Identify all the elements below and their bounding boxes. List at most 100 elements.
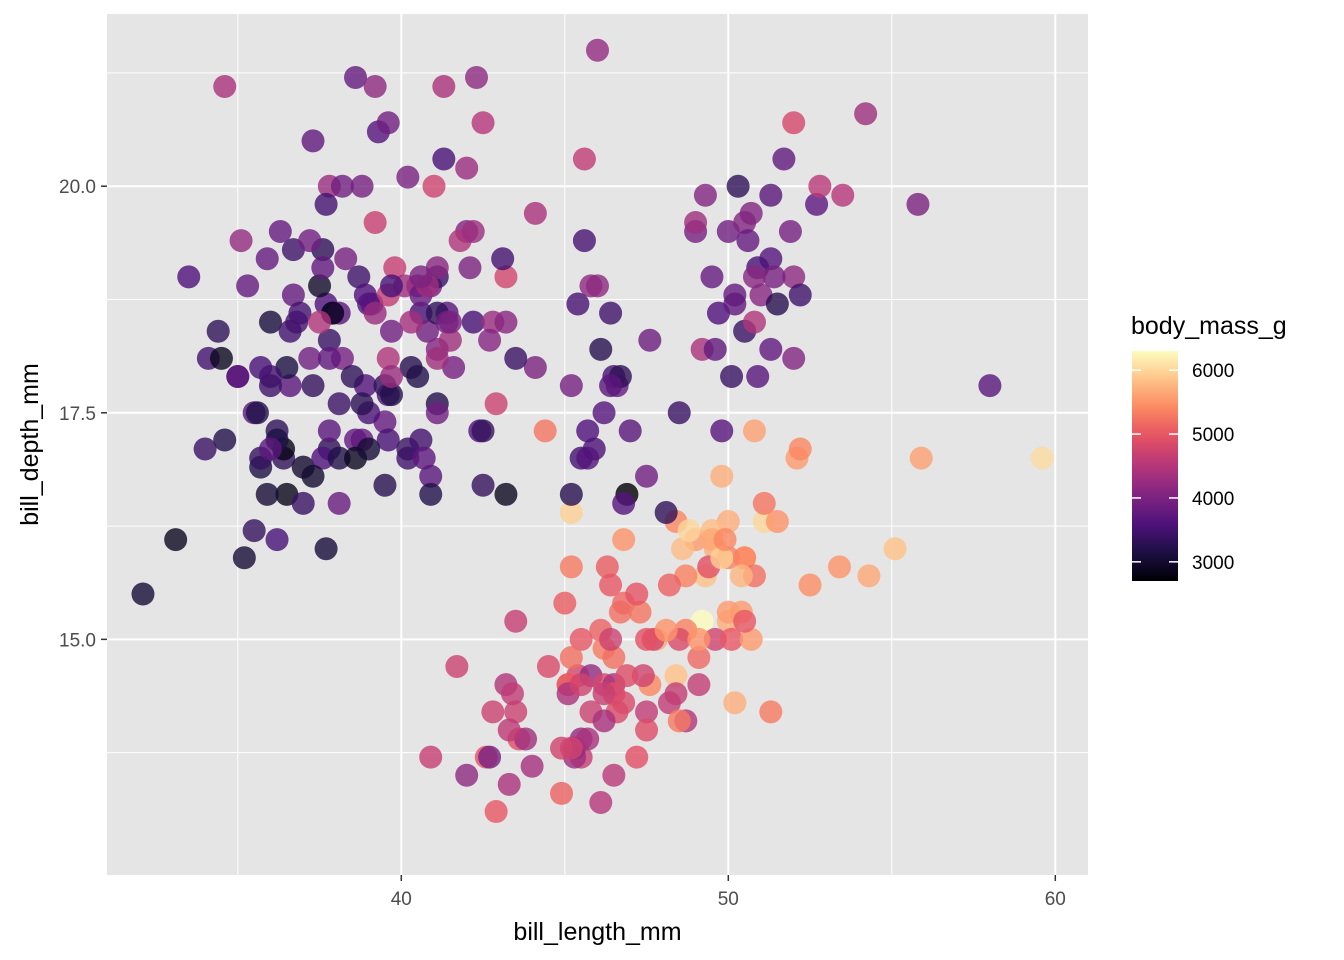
data-point xyxy=(520,754,544,778)
data-point xyxy=(497,772,521,796)
data-point xyxy=(504,609,528,633)
data-point xyxy=(344,65,368,89)
data-point xyxy=(494,310,518,334)
data-point xyxy=(425,346,449,370)
data-point xyxy=(491,247,515,271)
data-point xyxy=(504,700,528,724)
data-point xyxy=(399,310,423,334)
data-point xyxy=(733,546,757,570)
data-point xyxy=(723,292,747,316)
data-point xyxy=(347,265,371,289)
data-point xyxy=(726,174,750,198)
y-tick-label: 20.0 xyxy=(59,177,96,198)
data-point xyxy=(788,283,812,307)
data-point xyxy=(978,374,1002,398)
data-point xyxy=(615,664,639,688)
data-point xyxy=(317,346,341,370)
data-point xyxy=(268,220,292,244)
data-point xyxy=(710,419,734,443)
data-point xyxy=(350,174,374,198)
data-point xyxy=(206,319,230,343)
data-point xyxy=(494,482,518,506)
data-point xyxy=(602,763,626,787)
data-point xyxy=(523,355,547,379)
legend-title: body_mass_g xyxy=(1131,312,1287,340)
data-point xyxy=(586,274,609,298)
data-point xyxy=(533,419,557,443)
data-point xyxy=(177,265,201,289)
data-point xyxy=(569,627,593,651)
data-point xyxy=(782,265,806,289)
data-point xyxy=(798,573,822,597)
y-axis-title: bill_depth_mm xyxy=(16,363,44,526)
data-point xyxy=(635,627,659,651)
data-point xyxy=(883,537,907,561)
data-point xyxy=(232,546,256,570)
data-point xyxy=(242,519,266,543)
data-point xyxy=(909,446,933,470)
data-point xyxy=(317,328,341,352)
data-point xyxy=(471,419,495,443)
data-point xyxy=(1030,446,1054,470)
minor-gridlines xyxy=(107,14,1088,875)
data-point xyxy=(742,419,766,443)
data-point xyxy=(412,446,436,470)
data-point xyxy=(327,392,351,416)
data-point xyxy=(376,111,400,135)
data-point xyxy=(559,555,583,579)
x-axis-ticks: 40 50 60 xyxy=(391,875,1066,910)
data-point xyxy=(559,500,583,524)
data-point xyxy=(373,473,397,497)
data-point xyxy=(635,718,659,742)
data-point xyxy=(213,75,237,99)
data-point xyxy=(831,183,855,207)
data-point xyxy=(553,591,577,615)
data-point xyxy=(213,428,237,452)
data-point xyxy=(406,365,430,389)
data-point xyxy=(752,491,776,515)
data-point xyxy=(559,374,583,398)
data-point xyxy=(576,446,600,470)
data-point xyxy=(357,437,381,461)
data-point xyxy=(455,763,479,787)
data-point xyxy=(229,229,253,253)
data-point xyxy=(504,346,528,370)
data-point xyxy=(379,274,403,298)
data-point xyxy=(379,365,403,389)
data-point xyxy=(827,555,851,579)
y-tick-label: 17.5 xyxy=(59,404,96,425)
data-point xyxy=(628,600,652,624)
data-point xyxy=(379,319,403,343)
data-point xyxy=(481,700,505,724)
data-point xyxy=(340,365,364,389)
data-point xyxy=(497,718,521,742)
data-point xyxy=(226,365,250,389)
data-point xyxy=(657,573,681,597)
data-point xyxy=(409,428,433,452)
data-point xyxy=(550,736,574,760)
legend-label: 3000 xyxy=(1192,553,1234,574)
data-point xyxy=(314,192,338,216)
data-point xyxy=(612,491,636,515)
data-point xyxy=(559,482,583,506)
data-point xyxy=(710,546,734,570)
data-point xyxy=(308,310,332,334)
data-point xyxy=(592,682,616,706)
data-point xyxy=(759,183,783,207)
data-point xyxy=(308,274,332,298)
data-point xyxy=(259,437,282,461)
data-point xyxy=(301,129,325,153)
legend-colorbar xyxy=(1132,351,1178,581)
data-point xyxy=(572,229,596,253)
data-point xyxy=(278,374,302,398)
data-point xyxy=(455,156,479,180)
data-point xyxy=(471,111,495,135)
data-point xyxy=(612,528,636,552)
data-point xyxy=(772,147,796,171)
data-point xyxy=(759,337,783,361)
data-point xyxy=(484,392,508,416)
data-point xyxy=(713,528,737,552)
data-point xyxy=(742,265,766,289)
data-point xyxy=(255,247,279,271)
data-point xyxy=(664,664,688,688)
